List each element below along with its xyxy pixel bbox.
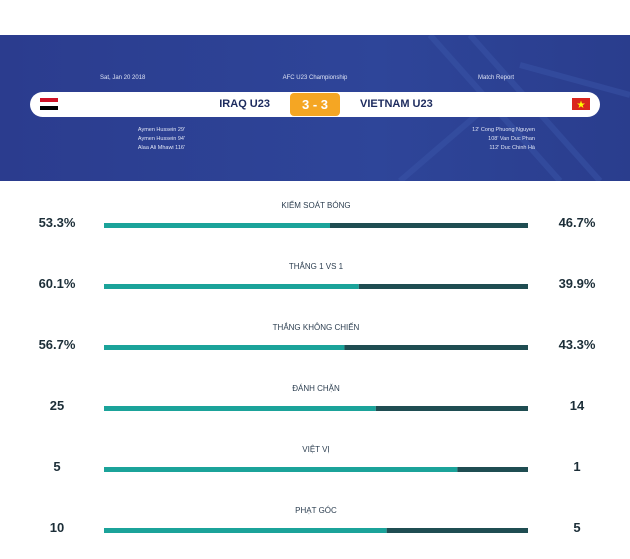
away-value: 5 (573, 520, 581, 535)
home-bar (104, 345, 345, 350)
away-bar (358, 284, 528, 289)
stat-label: VIỆT VỊ (302, 445, 330, 454)
home-team: IRAQ U23 (219, 98, 270, 110)
home-bar (104, 528, 387, 533)
report-title: Match Report (478, 75, 515, 81)
home-bar (104, 467, 458, 472)
match-date: Sat, Jan 20 2018 (100, 75, 146, 81)
home-value: 5 (53, 459, 61, 474)
away-bar (329, 223, 528, 228)
stat-label: PHẠT GÓC (295, 506, 337, 515)
home-value: 10 (49, 520, 65, 535)
home-bar (104, 223, 330, 228)
home-bar (104, 284, 359, 289)
away-value: 43.3% (558, 337, 596, 352)
scorer: Aymen Hussein 94' (137, 136, 185, 142)
away-value: 1 (573, 459, 581, 474)
away-bar (457, 467, 528, 472)
away-scorers: 12' Cong Phuong Nguyen 108' Van Duc Phan 1… (440, 126, 535, 153)
home-flag (40, 98, 58, 110)
away-flag (572, 98, 590, 110)
stat-label: ĐÁNH CHẶN (292, 384, 340, 393)
home-value: 25 (49, 398, 65, 413)
away-team: VIETNAM U23 (360, 98, 433, 110)
home-value: 60.1% (38, 276, 76, 291)
away-bar (344, 345, 528, 350)
scorer: Alaa Ali Mhawi 116' (137, 145, 185, 151)
away-value: 46.7% (558, 215, 596, 230)
away-value: 14 (569, 398, 585, 413)
away-bar (375, 406, 528, 411)
stat-label: THẮNG KHÔNG CHIẾN (272, 323, 360, 332)
scorer: 108' Van Duc Phan (488, 136, 535, 142)
home-value: 56.7% (38, 337, 76, 352)
scorer: Aymen Hussein 29' (137, 127, 185, 133)
score: 3 - 3 (290, 93, 340, 116)
away-value: 39.9% (558, 276, 596, 291)
scorer: 12' Cong Phuong Nguyen (472, 127, 535, 133)
home-value: 53.3% (38, 215, 76, 230)
scorer: 112' Duc Chinh Hà (489, 145, 535, 151)
away-bar (386, 528, 528, 533)
stat-label: THẮNG 1 VS 1 (288, 262, 344, 271)
home-scorers: Aymen Hussein 29' Aymen Hussein 94' Alaa A… (110, 126, 185, 153)
stat-label: KIỂM SOÁT BÓNG (281, 201, 351, 210)
home-bar (104, 406, 376, 411)
competition: AFC U23 Championship (282, 75, 348, 81)
